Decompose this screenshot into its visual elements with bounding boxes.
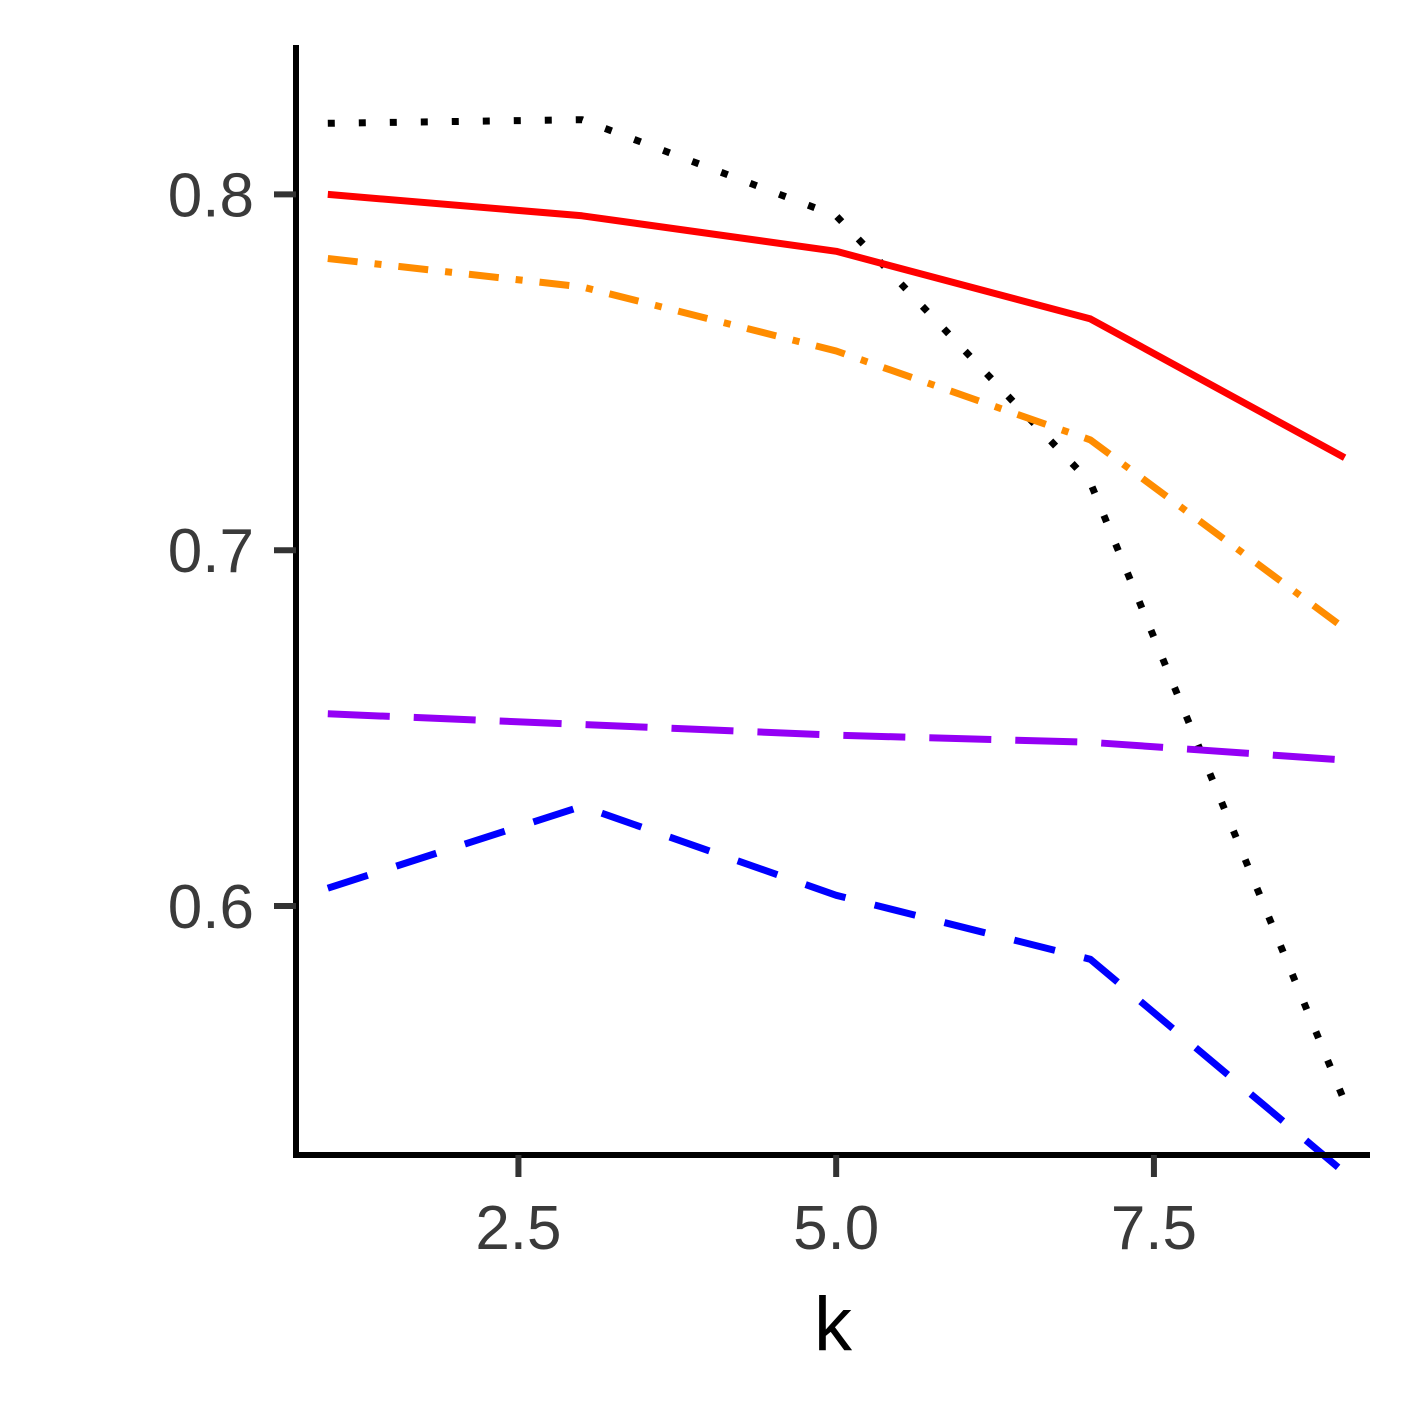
y-tick-label: 0.8 [168,161,254,230]
series-layer [326,116,1348,1176]
x-axis-title: k [814,1282,853,1367]
x-tick-label: 2.5 [475,1194,561,1263]
y-tick-label: 0.6 [168,873,254,942]
series-line-3 [327,255,1347,632]
axes-layer [293,45,1370,1158]
y-tick-label: 0.7 [168,517,254,586]
x-tick-label: 7.5 [1111,1194,1197,1263]
ticks-layer: 0.6 0.7 0.8 2.5 5.0 7.5 [168,161,1197,1263]
series-line-5 [326,802,1347,1176]
series-line-4 [327,710,1345,764]
x-tick-label: 5.0 [793,1194,879,1263]
series-line-1 [327,116,1348,1103]
series-line-2 [327,190,1347,461]
